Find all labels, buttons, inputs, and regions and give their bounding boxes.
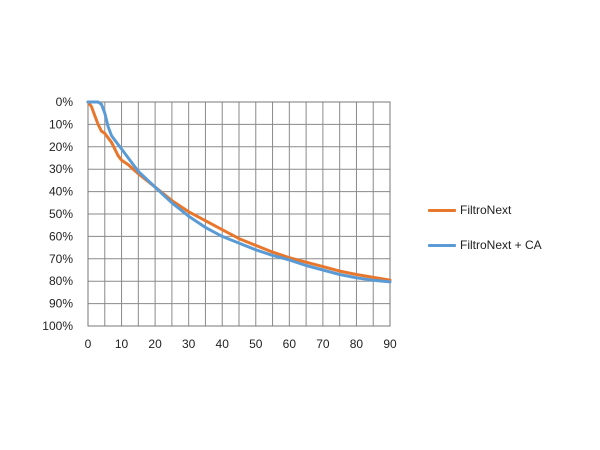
y-tick-label: 70% — [49, 252, 73, 266]
legend-swatch-blue — [428, 243, 456, 247]
x-tick-label: 10 — [115, 337, 129, 351]
plot-border — [87, 101, 391, 327]
chart-legend: FiltroNext FiltroNext + CA — [428, 200, 542, 270]
y-tick-label: 20% — [49, 140, 73, 154]
plot-frame — [87, 101, 391, 327]
series-line-filtronext-ca — [86, 100, 392, 284]
x-tick-label: 60 — [283, 337, 297, 351]
x-tick-label: 50 — [249, 337, 263, 351]
x-tick-label: 80 — [350, 337, 364, 351]
y-tick-label: 50% — [49, 207, 73, 221]
y-tick-label: 40% — [49, 185, 73, 199]
legend-label: FiltroNext + CA — [460, 238, 542, 252]
legend-label: FiltroNext — [460, 203, 512, 217]
y-tick-label: 60% — [49, 229, 73, 243]
chart-grid — [87, 101, 391, 327]
x-tick-label: 70 — [316, 337, 330, 351]
x-tick-label: 20 — [148, 337, 162, 351]
y-tick-label: 80% — [49, 274, 73, 288]
legend-item-filtronext-ca: FiltroNext + CA — [428, 235, 542, 255]
x-tick-label: 90 — [383, 337, 397, 351]
y-tick-label: 10% — [49, 117, 73, 131]
x-tick-label: 0 — [85, 337, 92, 351]
x-tick-label: 40 — [216, 337, 230, 351]
y-axis-tick-labels: 0% 10% 20% 30% 40% 50% 60% 70% 80% 90% 1… — [42, 95, 73, 333]
y-tick-label: 30% — [49, 162, 73, 176]
y-tick-label: 0% — [56, 95, 74, 109]
y-tick-label: 90% — [49, 297, 73, 311]
legend-swatch-orange — [428, 208, 456, 212]
legend-item-filtronext: FiltroNext — [428, 200, 542, 220]
x-tick-label: 30 — [182, 337, 196, 351]
series-layer — [86, 100, 392, 284]
y-tick-label: 100% — [42, 319, 73, 333]
x-axis-tick-labels: 0 10 20 30 40 50 60 70 80 90 — [85, 337, 397, 351]
